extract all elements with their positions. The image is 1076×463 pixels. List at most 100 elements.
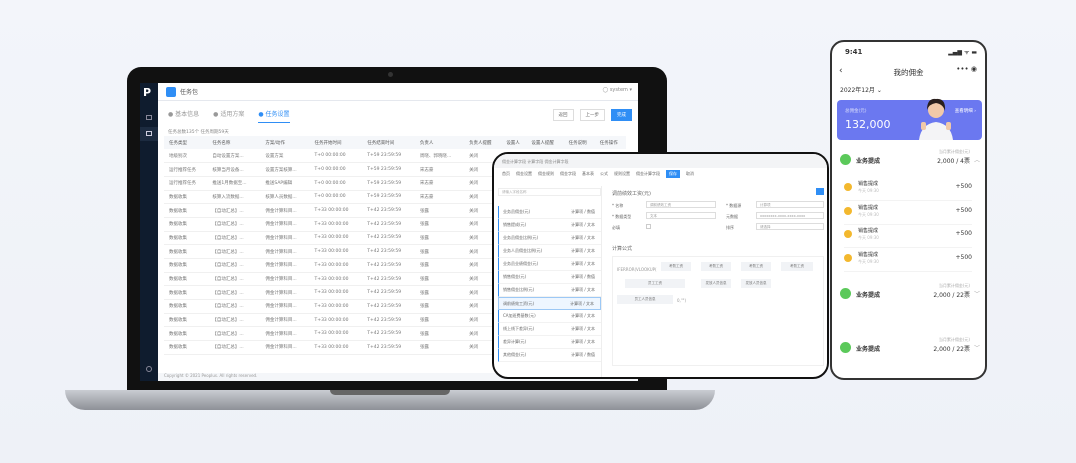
person-illustration — [919, 98, 953, 140]
briefcase-icon — [840, 154, 851, 165]
table-cell: 【自动汇总】... — [207, 217, 261, 232]
field-list-item[interactable]: 销售提成(元) 计算项 / 文本 — [498, 219, 601, 232]
nav-item[interactable]: 佣金设置 — [516, 171, 532, 176]
finish-button[interactable]: 完成 — [611, 109, 632, 121]
field-list-item[interactable]: 业务员业绩佣金(元) 计算项 / 文本 — [498, 258, 601, 271]
formula-area[interactable]: IFERROR(VLOOKUP( 考勤工资 考勤工资 考勤工资 考勤工资 员工工… — [612, 256, 824, 366]
nav-item[interactable]: 取消 — [686, 171, 694, 176]
field-list-item[interactable]: 业务员佣金比例(元) 计算项 / 文本 — [498, 232, 601, 245]
item-amount: +500 — [955, 183, 972, 190]
formula-token[interactable]: 考勤工资 — [781, 262, 813, 271]
tab-basic-info[interactable]: ● 基本信息 — [168, 111, 200, 118]
table-cell: 核算人员数据... — [260, 190, 310, 205]
view-details-link[interactable]: 查看明细 › — [954, 109, 976, 114]
commission-item[interactable]: 销售提成 今天 09:30 +500 — [844, 225, 972, 248]
table-cell: 数据收集 — [164, 326, 208, 342]
nav-item[interactable]: 佣金字段 — [560, 171, 576, 176]
field-name: 销售提成(元) — [503, 222, 527, 227]
header: 任务包 ◯ system ▾ — [158, 83, 638, 101]
field-list-item[interactable]: 销售佣金比例(元) 计算项 / 文本 — [498, 284, 601, 297]
field-type: 计算项 / 文本 — [571, 261, 595, 266]
chevron-down-icon[interactable]: ﹀ — [973, 291, 980, 298]
sort-label: 排序 — [726, 225, 734, 230]
table-cell: 【自动汇总】... — [207, 285, 261, 301]
formula-token[interactable]: 考勤工资 — [701, 262, 731, 271]
table-cell: T+42 23:59:59 — [362, 217, 415, 232]
table-cell: 张露 — [414, 203, 465, 218]
nav-item[interactable]: 首页 — [502, 171, 510, 176]
formula-token[interactable]: 考勤工资 — [741, 262, 771, 271]
table-cell: 佣金计算科目... — [260, 258, 310, 273]
item-name: 销售提成 — [858, 204, 879, 211]
source-select[interactable]: 计算项 — [756, 201, 824, 208]
commission-item[interactable]: 销售提成 今天 09:30 +500 — [844, 178, 972, 201]
field-list-item[interactable]: 销售佣金(元) 计算项 / 数值 — [498, 271, 601, 284]
field-list-item[interactable]: 差异计算(元) 计算项 / 文本 — [498, 336, 601, 349]
nav-item[interactable]: 规则设置 — [614, 171, 630, 176]
field-name: 销售佣金比例(元) — [503, 287, 535, 292]
chevron-down-icon[interactable]: ﹀ — [973, 345, 980, 352]
nav-item[interactable]: 公式 — [600, 171, 608, 176]
table-cell: T+33 00:00:00 — [309, 299, 363, 314]
required-checkbox[interactable] — [646, 224, 651, 229]
prev-button[interactable]: 上一步 — [579, 109, 605, 121]
sort-select[interactable]: 请选择 — [756, 223, 824, 230]
user-menu[interactable]: ◯ system ▾ — [602, 87, 632, 93]
field-search-input[interactable]: 请输入字段名称 — [498, 188, 601, 196]
nav-item[interactable]: 保存 — [666, 170, 680, 178]
column-header: 设置人 — [501, 136, 527, 149]
chevron-up-icon[interactable]: ︿ — [973, 157, 980, 164]
type-select[interactable]: 文本 — [646, 212, 716, 219]
commission-item[interactable]: 销售提成 今天 09:30 +500 — [844, 202, 972, 225]
back-button[interactable]: 返回 — [552, 109, 574, 121]
camera — [388, 72, 393, 77]
formula-token[interactable]: 考勤工资 — [661, 262, 691, 271]
field-name: 调前绩效工资(元) — [503, 300, 535, 306]
table-cell: 数据收集 — [164, 340, 208, 355]
formula-token[interactable]: 发放人员信息 — [701, 279, 731, 288]
table-cell: T+42 23:59:59 — [362, 231, 415, 246]
miniapp-menu[interactable]: ••• ◉ — [956, 65, 977, 73]
table-cell: 张露 — [414, 299, 465, 314]
formula-token[interactable]: 员工工资 — [625, 279, 685, 288]
month-picker[interactable]: 2022年12月 ⌄ — [840, 87, 882, 94]
table-cell: 佣金计算科目... — [260, 285, 310, 301]
name-input[interactable]: 调前绩效工资 — [646, 201, 716, 208]
nav-item[interactable]: 基本表 — [582, 171, 594, 176]
field-type: 计算项 / 文本 — [571, 339, 595, 344]
tab-task-settings[interactable]: ● 任务设置 — [258, 109, 290, 123]
panel-topbar: 佣金计算字段 计算字段 佣金计算字段 — [494, 154, 827, 168]
formula-token[interactable]: 员工人员信息 — [617, 295, 673, 304]
sidebar-item-active[interactable] — [140, 127, 158, 141]
save-icon-button[interactable] — [816, 188, 824, 195]
table-cell: 张露 — [414, 272, 465, 287]
table-cell: 【自动汇总】... — [207, 313, 261, 328]
nav-item[interactable]: 佣金计算字段 — [636, 171, 660, 176]
coin-icon — [844, 183, 852, 191]
field-name: 差异计算(元) — [503, 339, 527, 344]
grid-icon[interactable] — [146, 115, 152, 120]
field-list-item[interactable]: 业务人员佣金比例(元) 计算项 / 文本 — [498, 245, 601, 258]
meta-select[interactable]: xxxxxxxx-xxxx-xxxx-xxxx — [756, 212, 824, 219]
item-time: 今天 09:30 — [858, 211, 879, 217]
field-list-item[interactable]: CA加班费基数(元) 计算项 / 文本 — [498, 310, 601, 323]
back-icon[interactable]: ‹ — [839, 66, 843, 76]
nav-item[interactable]: 佣金规则 — [538, 171, 554, 176]
table-cell: T+42 23:59:59 — [362, 313, 415, 328]
field-list-item[interactable]: 业务员佣金(元) 计算项 / 数值 — [498, 206, 601, 219]
item-name: 销售提成 — [858, 251, 879, 258]
tab-plan[interactable]: ● 适用方案 — [213, 111, 245, 118]
commission-item[interactable]: 销售提成 今天 09:30 +500 — [844, 249, 972, 272]
field-list-item[interactable]: 调前绩效工资(元) 计算项 / 文本 — [498, 297, 601, 310]
table-cell: 数据收集 — [164, 313, 208, 328]
field-list-item[interactable]: 线上线下差异(元) 计算项 / 文本 — [498, 323, 601, 336]
column-header: 任务操作 — [594, 136, 626, 149]
briefcase-icon — [840, 342, 851, 353]
table-cell: 【自动汇总】... — [207, 272, 261, 287]
field-list-item[interactable]: 其他佣金(元) 计算项 / 数值 — [498, 349, 601, 362]
table-cell: T+59 23:59:59 — [362, 149, 415, 164]
settings-icon[interactable] — [146, 366, 152, 372]
formula-token[interactable]: 发放人员信息 — [741, 279, 771, 288]
table-cell: 张露 — [414, 326, 465, 342]
group-sub: 当月累计佣金(元) — [938, 337, 970, 342]
